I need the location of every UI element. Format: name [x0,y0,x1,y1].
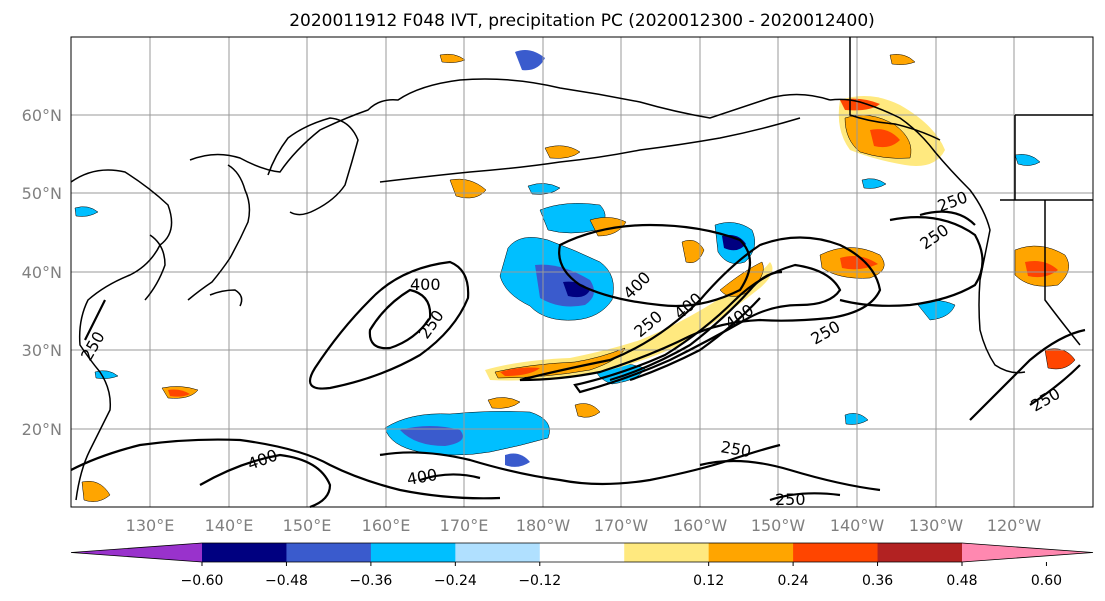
longitude-labels: 130°E 140°E 150°E 160°E 170°E 180°W 170°… [126,516,1042,535]
precip-positive-area [439,53,466,63]
colorbar-tick-label: −0.24 [434,573,477,589]
precip-negative-area [515,50,545,71]
colorbar-segment [708,543,794,562]
precip-positive-area [870,129,900,148]
colorbar-tick-label: 0.48 [946,573,977,589]
lat-label: 30°N [22,341,62,360]
ivt-contours [70,210,1086,509]
colorbar-tick-label: −0.48 [265,573,308,589]
figure-title: 2020011912 F048 IVT, precipitation PC (2… [289,11,875,31]
colorbar-extend-high [962,543,1093,562]
lon-label: 160°E [362,516,411,535]
lon-label: 150°E [283,516,332,535]
lon-label: 130°W [909,516,964,535]
coastlines [70,37,1093,501]
precip-positive-area [81,481,111,502]
precip-positive-area [500,367,540,376]
precip-positive-area [487,397,521,409]
contour-label: 400 [410,275,441,294]
colorbar-tick-label: 0.24 [778,573,809,589]
lon-label: 140°E [205,516,254,535]
precip-positive-area [681,240,705,263]
precip-shading [74,50,1076,502]
gridlines [71,37,1093,507]
map-panel: 400 250 400 250 400 400 250 250 250 400 … [70,36,1094,509]
lon-label: 120°W [987,516,1042,535]
precip-negative-area [527,183,561,195]
colorbar-segment [455,543,541,562]
precip-positive-area [1044,348,1076,370]
colorbar-tick-label: −0.36 [349,573,392,589]
precip-positive-area [1025,261,1058,278]
precip-negative-area [400,426,463,446]
precip-negative-area [505,453,530,467]
precip-negative-area [861,178,887,189]
colorbar-tick-label: −0.12 [518,573,561,589]
colorbar-tick-label: 0.60 [1031,573,1062,589]
lat-label: 20°N [22,420,62,439]
precip-positive-area [889,54,916,65]
lon-label: 130°E [126,516,175,535]
colorbar-segment [539,543,625,562]
lat-label: 60°N [22,106,62,125]
colorbar-segment [877,543,963,562]
precip-negative-area [74,206,99,217]
colorbar-tick-label: 0.12 [693,573,724,589]
colorbar-segment [793,543,879,562]
latitude-labels: 60°N 50°N 40°N 30°N 20°N [22,106,62,439]
lon-label: 150°W [751,516,806,535]
lon-label: 160°W [673,516,728,535]
colorbar: −0.60 −0.48 −0.36 −0.24 −0.12 0.12 0.24 0.36 0.4… [70,542,1094,589]
precip-positive-area [168,389,190,397]
colorbar-segment [370,543,456,562]
contour-label: 250 [775,490,806,509]
precip-positive-area [574,403,601,418]
colorbar-segment [286,543,372,562]
lat-label: 50°N [22,184,62,203]
colorbar-extend-low [71,543,202,562]
lon-label: 170°E [440,516,489,535]
colorbar-tick-label: 0.36 [862,573,893,589]
colorbar-segment [202,543,287,562]
lon-label: 180°W [516,516,571,535]
precip-negative-area [722,235,746,251]
lon-label: 140°W [830,516,885,535]
lat-label: 40°N [22,263,62,282]
lon-label: 170°W [594,516,649,535]
colorbar-segment [624,543,710,562]
precip-negative-area [1014,154,1041,166]
precip-positive-area [719,261,764,297]
colorbar-tick-label: −0.60 [181,573,224,589]
precip-positive-area [544,145,581,159]
